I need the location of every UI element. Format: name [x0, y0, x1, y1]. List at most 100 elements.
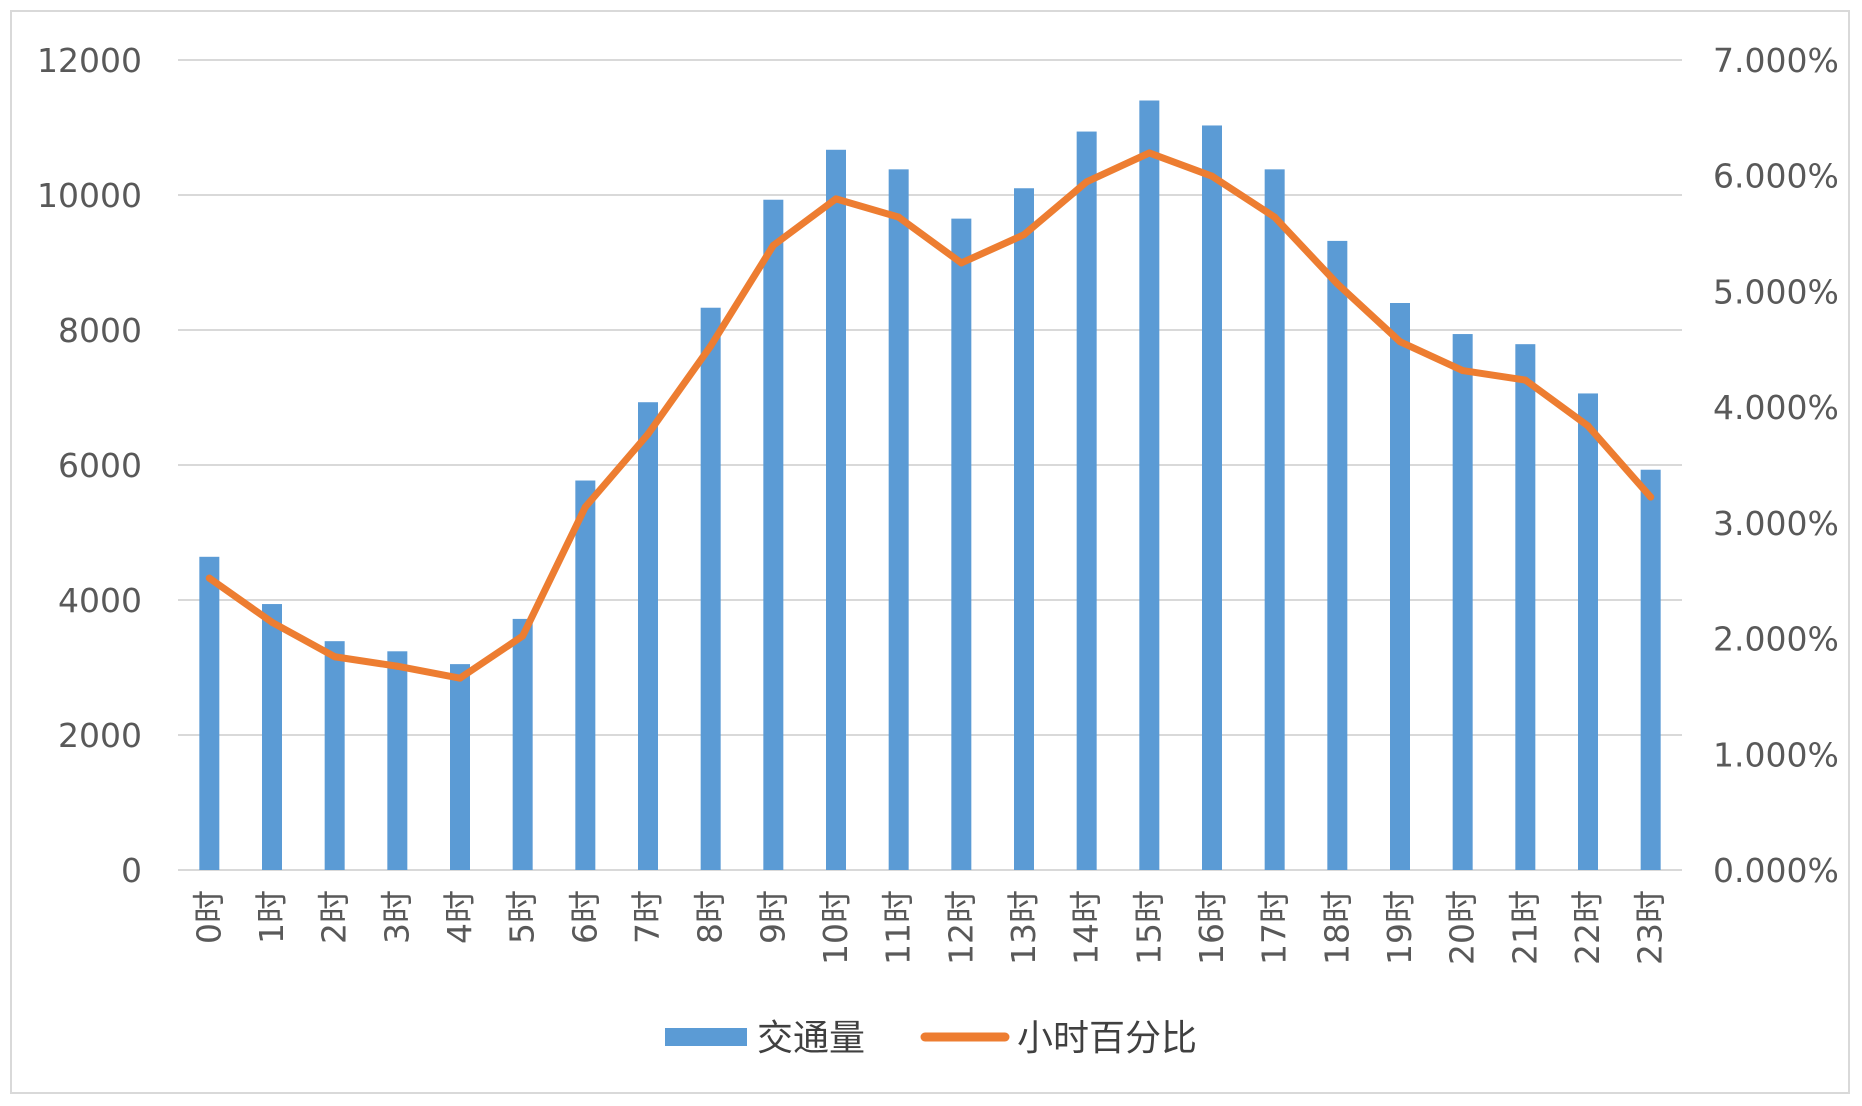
bar [888, 169, 909, 871]
line-point [769, 241, 777, 249]
bar [763, 199, 784, 871]
bar-series [199, 100, 1661, 871]
y-left-tick-label: 4000 [58, 581, 142, 620]
y-right-tick-label: 3.000% [1713, 504, 1839, 543]
bar [1139, 100, 1160, 870]
x-tick-label: 8时 [691, 890, 730, 944]
bar [1076, 131, 1097, 871]
x-axis: 0时 1时 2时 3时 4时 5时 6时 7时 8时 9时 10时 11时 12时 13时 14时 15时 16… [189, 890, 1669, 965]
x-tick-label: 2时 [315, 890, 354, 944]
line-point [456, 674, 464, 682]
x-tick-label: 6时 [565, 890, 604, 944]
line-point [707, 342, 715, 350]
line-point [393, 662, 401, 670]
line-point [1647, 493, 1655, 501]
line-point [895, 213, 903, 221]
line-point [1584, 422, 1592, 430]
bar [1578, 393, 1598, 870]
bar [324, 641, 345, 870]
line-point [581, 503, 589, 511]
y-left-tick-label: 2000 [58, 716, 142, 755]
series-line [205, 149, 1655, 682]
bar [1014, 188, 1034, 870]
line-point [519, 632, 527, 640]
bar [199, 556, 220, 870]
x-tick-label: 12时 [941, 890, 980, 965]
line-point [1020, 231, 1028, 239]
y-right-tick-label: 6.000% [1713, 157, 1839, 196]
bar [1264, 169, 1285, 871]
x-tick-label: 22时 [1568, 890, 1607, 965]
x-tick-label: 18时 [1317, 890, 1356, 965]
y-right-tick-label: 7.000% [1713, 41, 1839, 80]
bar [450, 664, 470, 870]
x-tick-label: 0时 [189, 890, 228, 944]
line-point [1271, 213, 1279, 221]
x-tick-label: 5时 [503, 890, 542, 944]
x-tick-label: 17时 [1255, 890, 1294, 965]
line-point [1459, 367, 1467, 375]
line-series [205, 149, 1655, 682]
legend-label-line: 小时百分比 [1017, 1018, 1197, 1059]
bar [262, 604, 282, 870]
y-left-tick-label: 12000 [37, 41, 142, 80]
line-point [1145, 149, 1153, 157]
line-point [832, 195, 840, 203]
line-point [1333, 280, 1341, 288]
x-tick-label: 20时 [1443, 890, 1482, 965]
legend-swatch-bar [665, 1028, 747, 1046]
line-point [1521, 376, 1529, 384]
bar [1202, 125, 1222, 871]
line-point [205, 574, 213, 582]
y-left-tick-label: 8000 [58, 311, 142, 350]
line-point [957, 259, 965, 267]
x-tick-label: 23时 [1631, 890, 1670, 965]
bar [638, 402, 658, 870]
y-right-tick-label: 5.000% [1713, 272, 1839, 311]
bar [387, 651, 408, 870]
bar [512, 618, 533, 870]
x-tick-label: 1时 [252, 890, 291, 944]
chart-frame [10, 10, 1850, 1094]
legend: 交通量 小时百分比 [665, 1018, 1197, 1059]
bar [1640, 469, 1661, 870]
x-tick-label: 4时 [440, 890, 479, 944]
x-tick-label: 21时 [1505, 890, 1544, 965]
line-point [1396, 338, 1404, 346]
x-tick-label: 16时 [1192, 890, 1231, 965]
bar [700, 307, 721, 871]
y-right-tick-label: 1.000% [1713, 735, 1839, 774]
y-left-tick-label: 0 [121, 851, 142, 890]
x-tick-label: 3时 [377, 890, 416, 944]
bar [1452, 334, 1473, 870]
y-left-tick-label: 6000 [58, 446, 142, 485]
left-axis: 0 2000 4000 6000 8000 10000 12000 [37, 41, 142, 890]
x-tick-label: 10时 [816, 890, 855, 965]
y-left-tick-label: 10000 [37, 176, 142, 215]
y-right-tick-label: 4.000% [1713, 388, 1839, 427]
x-tick-label: 15时 [1129, 890, 1168, 965]
bar [1390, 303, 1410, 870]
right-axis: 0.000% 1.000% 2.000% 3.000% 4.000% 5.000% 6.00… [1713, 41, 1839, 890]
line-point [644, 430, 652, 438]
bar [1515, 344, 1536, 870]
line-point [331, 653, 339, 661]
line-point [1083, 178, 1091, 186]
bar [826, 149, 846, 870]
x-tick-label: 11时 [879, 890, 918, 965]
y-right-tick-label: 2.000% [1713, 620, 1839, 659]
bar [1327, 240, 1348, 870]
y-right-tick-label: 0.000% [1713, 851, 1839, 890]
x-tick-label: 19时 [1380, 890, 1419, 965]
gridlines [178, 59, 1682, 871]
line-point [268, 618, 276, 626]
x-tick-label: 14时 [1067, 890, 1106, 965]
x-tick-label: 13时 [1004, 890, 1043, 965]
x-tick-label: 7时 [628, 890, 667, 944]
bar [575, 480, 596, 870]
bar [951, 218, 972, 870]
line-point [1208, 172, 1216, 180]
x-tick-label: 9时 [753, 890, 792, 944]
legend-label-bar: 交通量 [757, 1018, 865, 1059]
